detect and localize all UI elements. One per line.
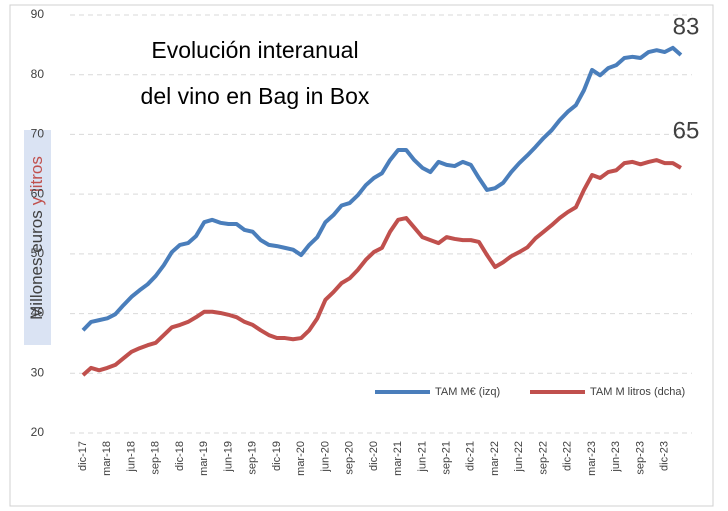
annotation: 65 (673, 117, 700, 144)
y-tick-label: 20 (31, 425, 45, 439)
x-tick-label: jun-20 (319, 441, 331, 473)
x-tick-label: mar-18 (101, 441, 113, 476)
lines (81, 45, 683, 377)
x-tick-label: jun-21 (416, 441, 428, 473)
chart-title: del vino en Bag in Box (141, 83, 370, 109)
x-tick-label: jun-23 (610, 441, 622, 473)
x-tick-label: jun-19 (222, 441, 234, 473)
x-tick-label: dic-21 (465, 441, 477, 471)
y-tick-label: 80 (31, 67, 45, 81)
x-tick-label: dic-20 (368, 441, 380, 471)
x-tick-label: jun-22 (513, 441, 525, 473)
y-tick-label: 60 (31, 186, 45, 200)
x-tick-label: mar-20 (295, 441, 307, 476)
y-label-part: Millones euros (27, 210, 46, 320)
x-tick-label: sep-20 (344, 441, 356, 475)
x-tick-label: mar-23 (586, 441, 598, 476)
x-tick-label: sep-18 (150, 441, 162, 475)
annotation: 83 (673, 13, 700, 40)
x-tick-label: mar-21 (392, 441, 404, 476)
series-line (81, 45, 683, 332)
y-tick-label: 70 (31, 127, 45, 141)
x-tick-label: jun-18 (125, 441, 137, 473)
x-tick-label: sep-22 (537, 441, 549, 475)
y-label: Millones euros y litros (27, 156, 46, 320)
x-tick-label: sep-21 (441, 441, 453, 475)
ylabel-box (24, 130, 51, 345)
y-tick-label: 40 (31, 306, 45, 320)
x-tick-label: mar-19 (198, 441, 210, 476)
x-tick-label: dic-17 (77, 441, 89, 471)
x-tick-label: mar-22 (489, 441, 501, 476)
x-tick-label: dic-19 (271, 441, 283, 471)
series-line (81, 158, 682, 377)
y-tick-label: 30 (31, 365, 45, 379)
y-tick-label: 90 (31, 7, 45, 21)
x-tick-label: dic-23 (659, 441, 671, 471)
legend-label: TAM M€ (izq) (435, 386, 500, 398)
x-tick-label: dic-22 (562, 441, 574, 471)
y-tick-label: 50 (31, 246, 45, 260)
grid (70, 14, 692, 434)
legend-label: TAM M litros (dcha) (590, 386, 685, 398)
x-tick-label: dic-18 (174, 441, 186, 471)
x-tick-label: sep-23 (634, 441, 646, 475)
x-tick-label: sep-19 (247, 441, 259, 475)
frame (9, 4, 714, 507)
chart-title: Evolución interanual (151, 37, 358, 63)
y-label-part: y litros (27, 156, 46, 205)
